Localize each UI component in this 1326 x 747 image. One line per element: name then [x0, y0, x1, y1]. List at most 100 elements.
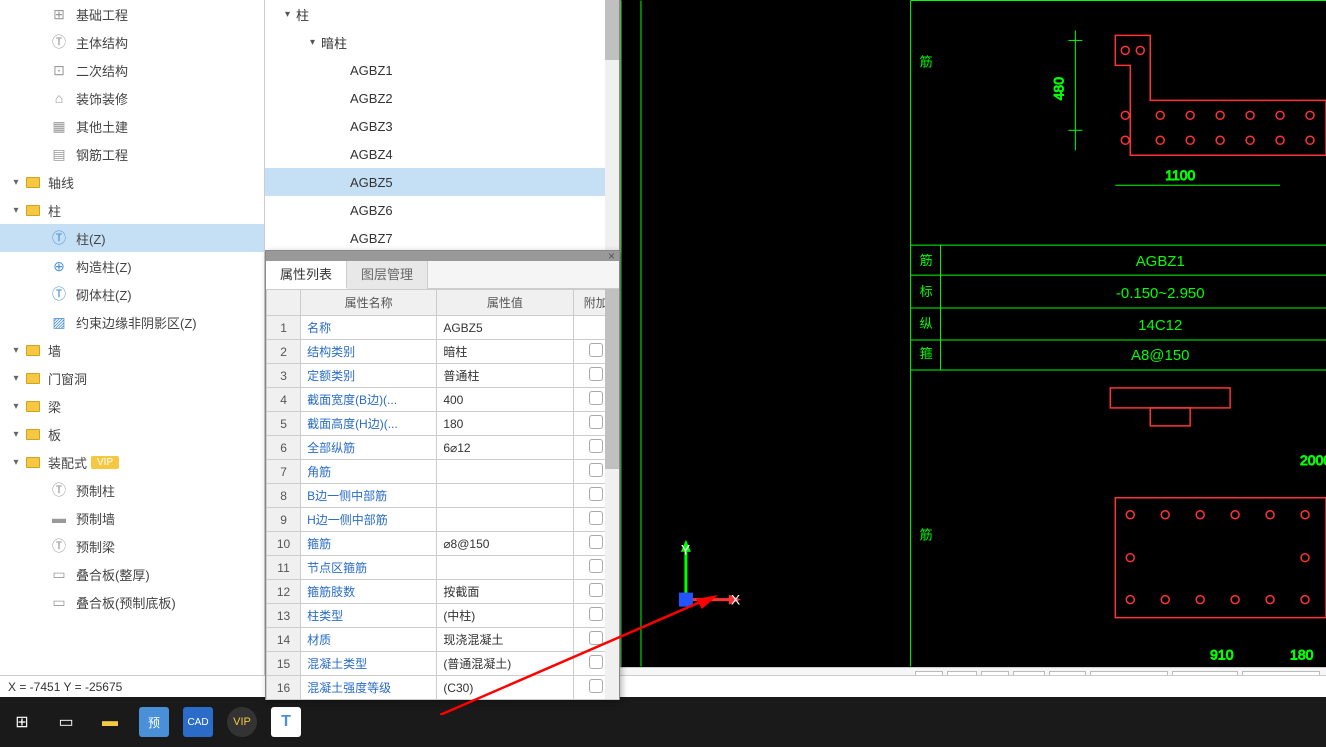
tree-item[interactable]: ▭叠合板(整厚) — [0, 560, 264, 588]
checkbox[interactable] — [589, 415, 603, 429]
tree-item[interactable]: ▭叠合板(预制底板) — [0, 588, 264, 616]
prop-name-cell[interactable]: H边一侧中部筋 — [301, 508, 437, 532]
prop-name-cell[interactable]: 箍筋 — [301, 532, 437, 556]
collapse-icon[interactable]: ▾ — [10, 344, 22, 356]
prop-value-cell[interactable] — [437, 484, 573, 508]
mid-item[interactable]: AGBZ7 — [265, 224, 619, 252]
mid-group[interactable]: ▾暗柱 — [265, 28, 619, 56]
prop-value-cell[interactable]: (C30) — [437, 676, 573, 700]
mid-item[interactable]: AGBZ3 — [265, 112, 619, 140]
property-row[interactable]: 3 定额类别 普通柱 — [267, 364, 619, 388]
tree-item[interactable]: Ⓣ主体结构 — [0, 28, 264, 56]
property-row[interactable]: 5 截面高度(H边)(... 180 — [267, 412, 619, 436]
scroll-thumb[interactable] — [605, 0, 619, 60]
property-row[interactable]: 1 名称 AGBZ5 — [267, 316, 619, 340]
tree-section-column[interactable]: ▾柱 — [0, 196, 264, 224]
property-row[interactable]: 4 截面宽度(B边)(... 400 — [267, 388, 619, 412]
checkbox[interactable] — [589, 535, 603, 549]
collapse-icon[interactable]: ▾ — [10, 456, 22, 468]
tree-item[interactable]: Ⓣ预制柱 — [0, 476, 264, 504]
property-row[interactable]: 11 节点区箍筋 — [267, 556, 619, 580]
prop-value-cell[interactable]: 普通柱 — [437, 364, 573, 388]
panel-header[interactable]: × — [266, 251, 619, 261]
tree-section-axis[interactable]: ▾轴线 — [0, 168, 264, 196]
tree-item[interactable]: ⊡二次结构 — [0, 56, 264, 84]
tree-item[interactable]: ▤钢筋工程 — [0, 140, 264, 168]
middle-scrollbar[interactable] — [605, 0, 619, 250]
prop-value-cell[interactable]: ⌀8@150 — [437, 532, 573, 556]
prop-name-cell[interactable]: 截面高度(H边)(... — [301, 412, 437, 436]
close-icon[interactable]: × — [608, 249, 615, 263]
checkbox[interactable] — [589, 343, 603, 357]
checkbox[interactable] — [589, 607, 603, 621]
prop-value-cell[interactable]: (中柱) — [437, 604, 573, 628]
mid-item[interactable]: AGBZ6 — [265, 196, 619, 224]
prop-value-cell[interactable]: 6⌀12 — [437, 436, 573, 460]
app-icon[interactable]: VIP — [222, 702, 262, 742]
tree-section[interactable]: ▾梁 — [0, 392, 264, 420]
tree-section[interactable]: ▾墙 — [0, 336, 264, 364]
checkbox[interactable] — [589, 583, 603, 597]
mid-item[interactable]: AGBZ1 — [265, 56, 619, 84]
tree-item[interactable]: ⌂装饰装修 — [0, 84, 264, 112]
prop-value-cell[interactable]: 180 — [437, 412, 573, 436]
checkbox[interactable] — [589, 391, 603, 405]
prop-value-cell[interactable] — [437, 556, 573, 580]
prop-name-cell[interactable]: 材质 — [301, 628, 437, 652]
tree-section-prefab[interactable]: ▾装配式VIP — [0, 448, 264, 476]
cad-viewport[interactable]: 480 1100 2000 910 180 — [620, 0, 1326, 667]
app-icon[interactable]: 预 — [134, 702, 174, 742]
prop-value-cell[interactable]: 按截面 — [437, 580, 573, 604]
collapse-icon[interactable]: ▾ — [10, 176, 22, 188]
checkbox[interactable] — [589, 511, 603, 525]
prop-name-cell[interactable]: 定额类别 — [301, 364, 437, 388]
collapse-icon[interactable]: ▾ — [10, 400, 22, 412]
prop-name-cell[interactable]: 混凝土强度等级 — [301, 676, 437, 700]
tree-item-structcol[interactable]: ⊕构造柱(Z) — [0, 252, 264, 280]
prop-value-cell[interactable]: (普通混凝土) — [437, 652, 573, 676]
tree-item-masonry[interactable]: Ⓣ砌体柱(Z) — [0, 280, 264, 308]
tree-section[interactable]: ▾门窗洞 — [0, 364, 264, 392]
prop-value-cell[interactable]: AGBZ5 — [437, 316, 573, 340]
collapse-icon[interactable]: ▾ — [10, 204, 22, 216]
tree-item[interactable]: ▦其他土建 — [0, 112, 264, 140]
checkbox[interactable] — [589, 367, 603, 381]
checkbox[interactable] — [589, 679, 603, 693]
prop-name-cell[interactable]: 混凝土类型 — [301, 652, 437, 676]
app-icon[interactable]: CAD — [178, 702, 218, 742]
taskview-icon[interactable]: ▭ — [44, 700, 88, 744]
mid-root[interactable]: ▾柱 — [265, 0, 619, 28]
checkbox[interactable] — [589, 487, 603, 501]
property-row[interactable]: 16 混凝土强度等级 (C30) — [267, 676, 619, 700]
tree-item[interactable]: ⊞基础工程 — [0, 0, 264, 28]
property-scrollbar[interactable] — [605, 289, 619, 699]
tree-item[interactable]: ▬预制墙 — [0, 504, 264, 532]
prop-name-cell[interactable]: 截面宽度(B边)(... — [301, 388, 437, 412]
checkbox[interactable] — [589, 439, 603, 453]
prop-value-cell[interactable]: 暗柱 — [437, 340, 573, 364]
property-row[interactable]: 9 H边一侧中部筋 — [267, 508, 619, 532]
prop-name-cell[interactable]: 柱类型 — [301, 604, 437, 628]
tree-item-boundary[interactable]: ▨约束边缘非阴影区(Z) — [0, 308, 264, 336]
tree-section[interactable]: ▾板 — [0, 420, 264, 448]
prop-name-cell[interactable]: 全部纵筋 — [301, 436, 437, 460]
collapse-icon[interactable]: ▾ — [10, 428, 22, 440]
mid-item[interactable]: AGBZ5 — [265, 168, 619, 196]
collapse-icon[interactable]: ▾ — [10, 372, 22, 384]
prop-value-cell[interactable]: 现浇混凝土 — [437, 628, 573, 652]
tree-item[interactable]: Ⓣ预制梁 — [0, 532, 264, 560]
prop-name-cell[interactable]: 箍筋肢数 — [301, 580, 437, 604]
tree-item-column[interactable]: Ⓣ柱(Z) — [0, 224, 264, 252]
checkbox[interactable] — [589, 559, 603, 573]
prop-name-cell[interactable]: 角筋 — [301, 460, 437, 484]
property-row[interactable]: 10 箍筋 ⌀8@150 — [267, 532, 619, 556]
mid-item[interactable]: AGBZ2 — [265, 84, 619, 112]
prop-value-cell[interactable] — [437, 460, 573, 484]
property-row[interactable]: 15 混凝土类型 (普通混凝土) — [267, 652, 619, 676]
prop-name-cell[interactable]: 节点区箍筋 — [301, 556, 437, 580]
scroll-thumb[interactable] — [605, 289, 619, 469]
prop-name-cell[interactable]: 结构类别 — [301, 340, 437, 364]
tab-layers[interactable]: 图层管理 — [347, 261, 428, 289]
property-row[interactable]: 14 材质 现浇混凝土 — [267, 628, 619, 652]
prop-value-cell[interactable] — [437, 508, 573, 532]
